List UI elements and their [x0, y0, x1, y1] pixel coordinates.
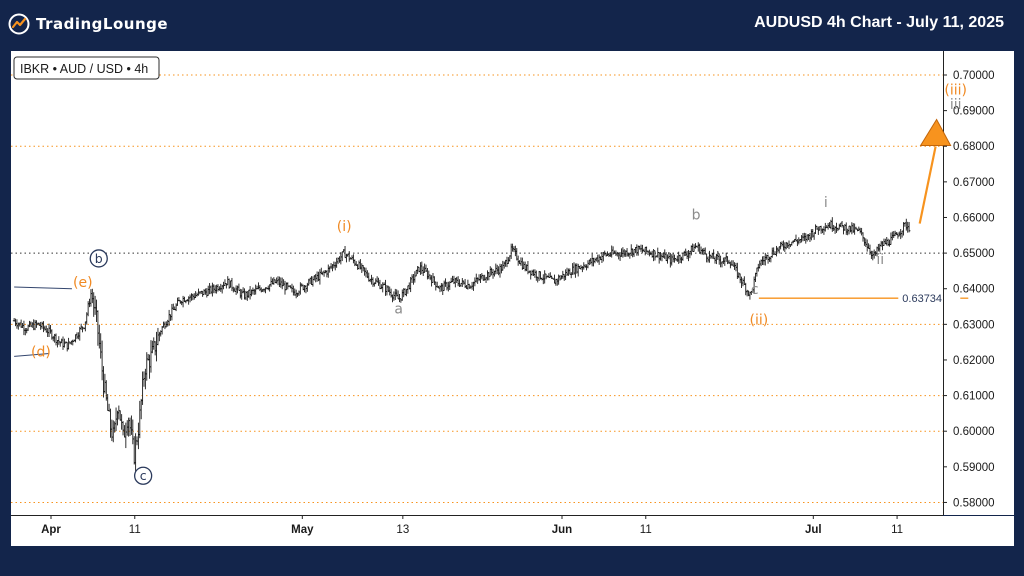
y-tick-label: 0.63000: [953, 319, 995, 331]
y-tick-label: 0.59000: [953, 462, 995, 474]
wave-label: (e): [73, 275, 93, 291]
circled-wave-label: b: [89, 249, 108, 268]
candles-layer: [12, 217, 911, 476]
x-tick-label: Jun: [552, 524, 572, 536]
y-tick-label: 0.61000: [953, 391, 995, 403]
y-tick-label: 0.60000: [953, 426, 995, 438]
y-tick-label: 0.67000: [953, 177, 995, 189]
chart-frame: [11, 51, 1014, 515]
brand-logo: TradingLounge: [8, 12, 168, 36]
y-axis-labels: 0.70000 0.69000 0.68000 0.67000 0.66000 0.650…: [943, 70, 995, 509]
wave-label: iii: [950, 97, 962, 113]
y-tick-label: 0.64000: [953, 284, 995, 296]
x-tick-label: Apr: [41, 524, 61, 536]
candle: [907, 222, 911, 233]
y-tick-label: 0.66000: [953, 212, 995, 224]
overlay-layer: 0.63734: [14, 118, 969, 357]
instrument-label: IBKR • AUD / USD • 4h: [20, 62, 148, 76]
x-tick-label: 13: [396, 524, 409, 536]
x-axis-labels: Apr 11 May 13 Jun 11 Jul 11: [41, 515, 903, 536]
logo-icon: [8, 13, 30, 35]
instrument-badge: IBKR • AUD / USD • 4h: [13, 56, 160, 80]
wave-label: (ii): [750, 312, 769, 328]
y-tick-label: 0.70000: [953, 70, 995, 82]
x-tick-label: May: [291, 524, 314, 536]
circle-badge-icon: [89, 249, 108, 268]
projection-line: [918, 146, 937, 224]
x-axis-strip: [11, 516, 1014, 546]
wave-label: c: [751, 282, 759, 298]
projection-arrow-icon: [919, 118, 952, 146]
header-bar: TradingLounge AUDUSD 4h Chart - July 11,…: [0, 0, 1024, 48]
wave-label: (i): [337, 219, 352, 235]
circle-badge-icon: [133, 466, 153, 485]
chart-title: AUDUSD 4h Chart - July 11, 2025: [754, 14, 1004, 31]
wave-label: i: [824, 195, 828, 211]
wave-label: b: [692, 207, 701, 223]
circled-wave-label: c: [133, 466, 153, 485]
wave-label: (d): [31, 344, 51, 360]
wave-label: a: [394, 302, 403, 318]
wave-label: ii: [876, 252, 884, 268]
y-tick-label: 0.68000: [953, 141, 995, 153]
triangle-trendline: [14, 286, 72, 290]
triangle-trendline: [14, 353, 50, 357]
x-tick-label: Jul: [805, 524, 822, 536]
brand-name: TradingLounge: [36, 15, 169, 33]
support-level-label: 0.63734: [902, 293, 942, 305]
y-tick-label: 0.65000: [953, 248, 995, 260]
circled-label-text: c: [140, 468, 147, 483]
x-tick-label: 11: [640, 524, 652, 536]
x-tick-label: 11: [129, 524, 141, 536]
x-tick-label: 11: [891, 524, 903, 536]
wave-label: (iii): [944, 83, 967, 99]
y-tick-label: 0.62000: [953, 355, 995, 367]
y-tick-label: 0.58000: [953, 497, 995, 509]
y-tick-label: 0.69000: [953, 106, 995, 118]
circled-label-text: b: [95, 251, 103, 266]
